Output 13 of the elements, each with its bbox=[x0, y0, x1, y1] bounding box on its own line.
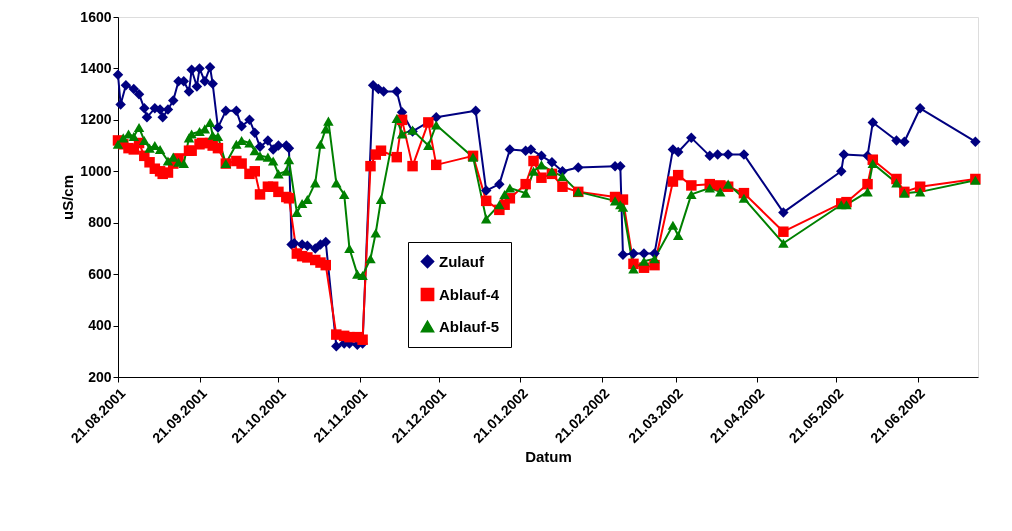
legend-label: Ablauf-4 bbox=[439, 285, 500, 303]
y-tick-label: 1600 bbox=[80, 8, 112, 25]
y-tick-label: 800 bbox=[88, 214, 112, 231]
legend-label: Zulauf bbox=[439, 252, 485, 270]
legend-label: Ablauf-5 bbox=[439, 317, 499, 335]
x-axis-title: Datum bbox=[525, 447, 572, 465]
y-tick-label: 1000 bbox=[80, 162, 112, 179]
y-tick-label: 1200 bbox=[80, 111, 112, 128]
y-tick-label: 400 bbox=[88, 317, 112, 334]
y-tick-label: 600 bbox=[88, 265, 112, 282]
y-tick-label: 1400 bbox=[80, 59, 112, 76]
y-axis-title: uS/cm bbox=[59, 174, 77, 221]
y-tick-label: 200 bbox=[88, 368, 112, 385]
